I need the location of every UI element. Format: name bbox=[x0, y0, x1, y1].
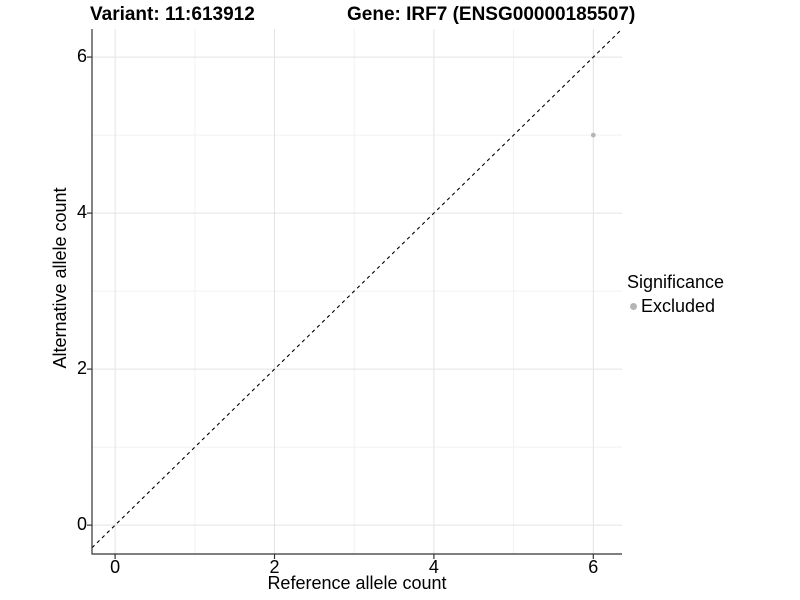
legend-title: Significance bbox=[627, 272, 725, 292]
identity-dashed-line bbox=[91, 28, 623, 549]
legend-item-excluded: Excluded bbox=[630, 296, 724, 318]
y-tick-label: 4 bbox=[76, 202, 87, 223]
legend: Significance Excluded bbox=[627, 272, 724, 317]
legend-point-icon bbox=[630, 302, 637, 310]
y-tick-label: 0 bbox=[76, 514, 87, 535]
x-tick-label: 0 bbox=[110, 557, 121, 577]
x-axis-title: Reference allele count bbox=[267, 573, 447, 593]
legend-items: Excluded bbox=[627, 296, 724, 318]
x-tick-label: 2 bbox=[269, 557, 280, 577]
variant-title: Variant: 11:613912 bbox=[90, 4, 255, 25]
x-tick-label: 4 bbox=[428, 557, 439, 577]
data-point-excluded bbox=[590, 132, 596, 138]
y-tick-label: 2 bbox=[76, 358, 87, 379]
y-tick-label: 6 bbox=[76, 46, 87, 67]
x-tick-label: 6 bbox=[588, 557, 599, 577]
gene-title: Gene: IRF7 (ENSG00000185507) bbox=[347, 4, 636, 25]
y-axis-title: Alternative allele count bbox=[50, 187, 71, 369]
legend-item-label: Excluded bbox=[641, 295, 716, 316]
